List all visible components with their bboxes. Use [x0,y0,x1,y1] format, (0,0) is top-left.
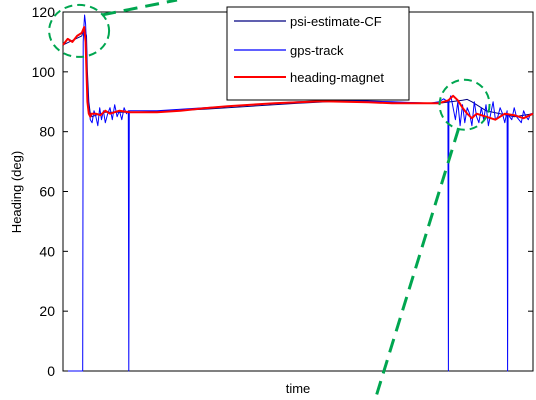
callout-line-start [101,0,178,17]
y-tick-label-20: 20 [39,303,55,319]
legend-label-heading-magnet: heading-magnet [290,70,384,85]
y-axis-label: Heading (deg) [9,151,24,233]
y-tick-label-60: 60 [39,184,55,200]
callout-ellipse-end [438,78,491,131]
legend-entry-gps-track: gps-track [234,43,344,58]
y-tick-label-120: 120 [32,4,56,20]
y-tick-label-100: 100 [32,64,56,80]
series-line-heading-magnet [62,26,534,121]
legend-box [226,6,410,101]
legend-label-psi-estimate-cf: psi-estimate-CF [290,14,382,29]
legend-label-gps-track: gps-track [290,43,344,58]
legend: psi-estimate-CF gps-track heading-magnet [226,6,410,101]
y-tick-label-0: 0 [47,363,55,379]
legend-entry-heading-magnet: heading-magnet [234,70,384,85]
callout-layer [48,0,491,400]
y-tick-label-80: 80 [39,124,55,140]
callout-ellipse-start [48,3,111,58]
y-tick-label-40: 40 [39,243,55,259]
series-layer [62,14,534,372]
callout-line-end [373,128,460,400]
x-axis-label: time [286,381,311,396]
axis-layer: 0 20 40 60 80 100 120 [32,4,533,379]
legend-entry-psi-estimate-cf: psi-estimate-CF [234,14,382,29]
